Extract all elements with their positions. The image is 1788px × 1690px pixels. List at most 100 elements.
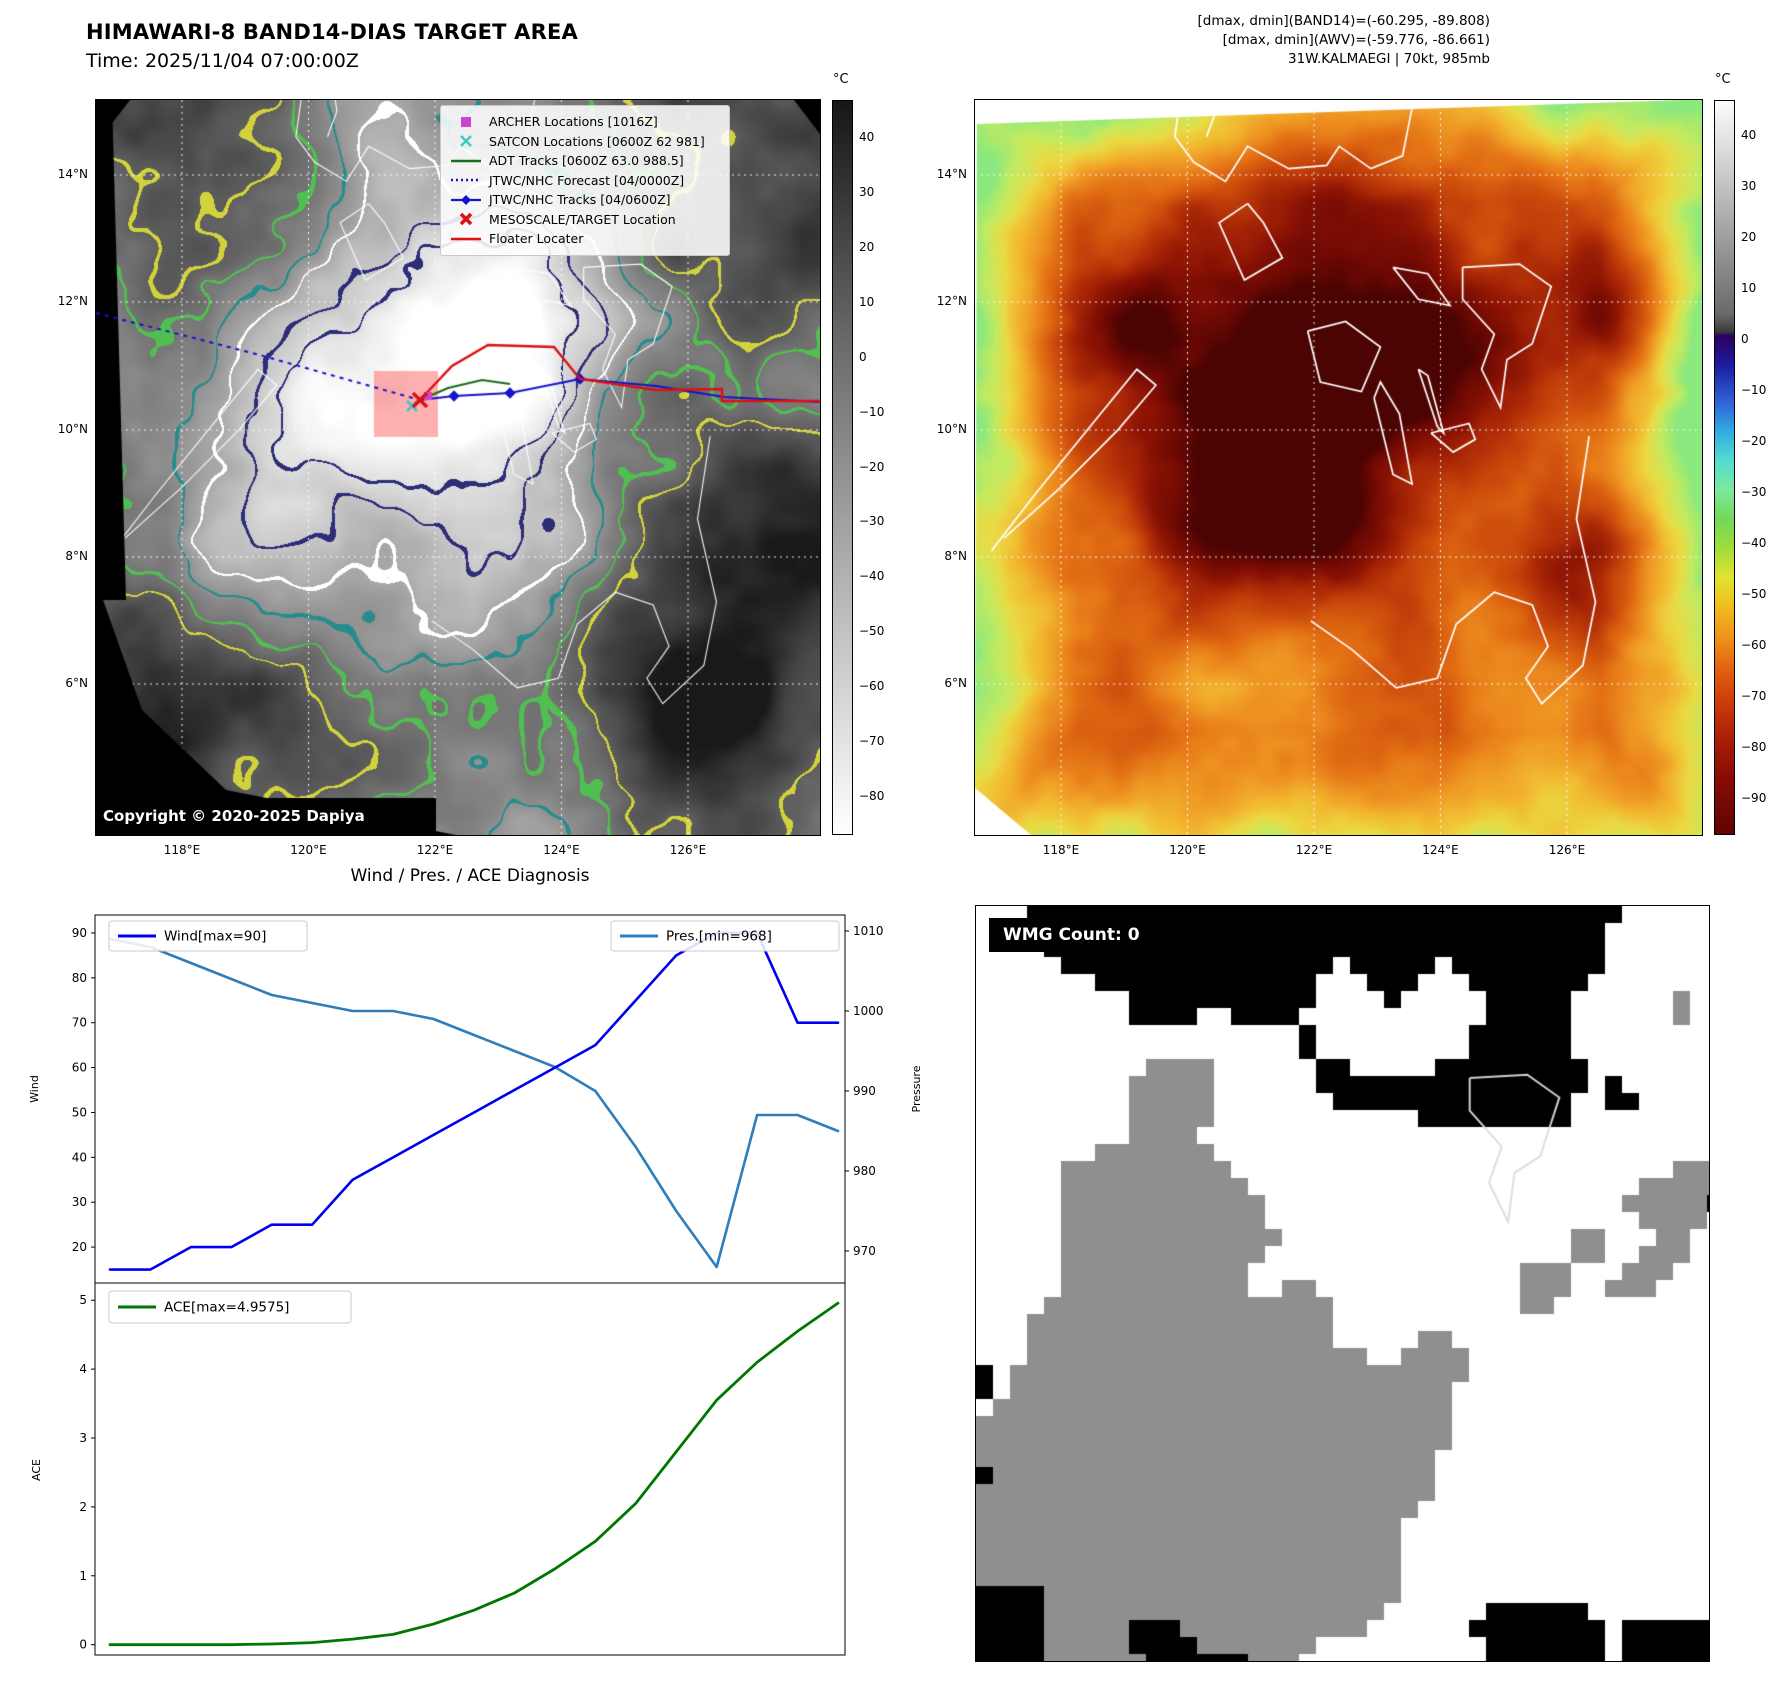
wind-legend-box [108, 920, 308, 952]
wmg-image [976, 906, 1709, 1661]
pressure-legend-label: Pres.[min=968] [666, 929, 772, 945]
legend-item-label: ARCHER Locations [1016Z] [489, 114, 658, 130]
annotation-band14-dmax-dmin: [dmax, dmin](BAND14)=(-60.295, -89.808) [1197, 13, 1490, 29]
colorbar-tick-label: −70 [859, 733, 885, 748]
diagnosis-charts: 20 30 40 50 60 70 80 90 970 980 990 1000 1010 0 1 2 3 4 5 W… [28, 914, 923, 1656]
pressure-tick-label: 1010 [853, 924, 884, 938]
wind-tick-label: 30 [72, 1195, 87, 1209]
y-tick-label: 10°N [936, 422, 967, 436]
legend-marker-icon [459, 212, 473, 226]
pressure-tick-label: 980 [853, 1164, 876, 1178]
awv-map-panel [974, 99, 1703, 836]
annotation-awv-dmax-dmin: [dmax, dmin](AWV)=(-59.776, -86.661) [1222, 32, 1490, 48]
x-tick-label: 126°E [669, 843, 707, 857]
colorbar-tick-label: −30 [859, 514, 885, 529]
wind-tick-label: 40 [72, 1150, 87, 1164]
legend-item: ARCHER Locations [1016Z] [449, 112, 721, 132]
colorbar-tick-label: 10 [1741, 280, 1757, 295]
colorbar-tick-label: −90 [1741, 791, 1767, 806]
pressure-tick-label: 1000 [853, 1004, 884, 1018]
wmg-panel: WMG Count: 0 [975, 905, 1710, 1662]
awv-satellite-image [975, 100, 1702, 835]
x-tick-label: 124°E [1422, 843, 1459, 857]
ace-tick-label: 4 [79, 1362, 87, 1376]
wind-tick-label: 80 [72, 971, 87, 985]
panel1-time-label: Time: 2025/11/04 07:00:00Z [86, 50, 359, 72]
ace-tick-label: 2 [79, 1500, 87, 1514]
band14-map-panel: ARCHER Locations [1016Z] SATCON Locations… [95, 99, 821, 836]
ace-series-line [108, 1301, 840, 1647]
x-tick-label: 122°E [416, 843, 454, 857]
pressure-legend-box [610, 920, 840, 952]
colorbar-tick-label: 40 [1741, 127, 1757, 142]
annotation-storm-id: 31W.KALMAEGI | 70kt, 985mb [1288, 51, 1490, 67]
legend-item-label: JTWC/NHC Tracks [04/0600Z] [489, 192, 671, 208]
legend-marker-icon [451, 159, 481, 163]
legend-item: ADT Tracks [0600Z 63.0 988.5] [449, 151, 721, 171]
legend-marker-icon [451, 179, 481, 182]
y-tick-label: 8°N [944, 549, 967, 563]
wmg-count-label: WMG Count: 0 [989, 918, 1154, 952]
y-tick-label: 8°N [65, 549, 88, 563]
wind-tick-label: 20 [72, 1240, 87, 1254]
y-tick-label: 12°N [936, 294, 967, 308]
legend-item: JTWC/NHC Forecast [04/0000Z] [449, 171, 721, 191]
ace-tick-label: 0 [79, 1638, 87, 1652]
colorbar-tick-label: −80 [859, 788, 885, 803]
ace-tick-label: 1 [79, 1569, 87, 1583]
colorbar-tick-label: −60 [1741, 638, 1767, 653]
y-tick-label: 12°N [57, 294, 88, 308]
wind-pressure-chart-frame [94, 914, 846, 1284]
legend-item: SATCON Locations [0600Z 62 981] [449, 132, 721, 152]
wind-tick-label: 60 [72, 1061, 87, 1075]
legend-item-label: Floater Locater [489, 231, 584, 247]
colorbar-tick-label: −80 [1741, 740, 1767, 755]
colorbar-unit-label: °C [1715, 72, 1731, 87]
colorbar-tick-label: −50 [1741, 587, 1767, 602]
legend-item-label: SATCON Locations [0600Z 62 981] [489, 133, 705, 149]
pressure-tick-label: 990 [853, 1084, 876, 1098]
colorbar-tick-label: −70 [1741, 689, 1767, 704]
awv-colorbar [1714, 100, 1735, 835]
colorbar-tick-label: −50 [859, 624, 885, 639]
colorbar-tick-label: −20 [859, 459, 885, 474]
legend-item: MESOSCALE/TARGET Location [449, 210, 721, 230]
copyright-label: Copyright © 2020-2025 Dapiya [103, 807, 365, 825]
diagnosis-chart-title: Wind / Pres. / ACE Diagnosis [350, 866, 590, 886]
x-tick-label: 122°E [1295, 843, 1333, 857]
colorbar-tick-label: −40 [1741, 536, 1767, 551]
legend-item: Floater Locater [449, 229, 721, 249]
legend-item-label: MESOSCALE/TARGET Location [489, 211, 676, 227]
legend-item-label: JTWC/NHC Forecast [04/0000Z] [489, 172, 685, 188]
ace-chart-frame [94, 1282, 846, 1656]
wind-tick-label: 70 [72, 1016, 87, 1030]
x-tick-label: 124°E [543, 843, 580, 857]
x-tick-label: 126°E [1548, 843, 1586, 857]
x-tick-label: 118°E [163, 843, 201, 857]
band14-colorbar [832, 100, 853, 835]
y-tick-label: 6°N [944, 676, 967, 690]
panel2-annotations: [dmax, dmin](BAND14)=(-60.295, -89.808) … [1198, 12, 1490, 69]
panel1-title: HIMAWARI-8 BAND14-DIAS TARGET AREA [86, 20, 578, 44]
colorbar-tick-label: 30 [859, 185, 875, 200]
colorbar-tick-label: 0 [859, 349, 867, 364]
legend-marker-icon [451, 237, 481, 241]
colorbar-tick-label: 20 [1741, 229, 1757, 244]
colorbar-tick-label: −20 [1741, 433, 1767, 448]
colorbar-unit-label: °C [833, 72, 849, 87]
y-tick-label: 10°N [57, 422, 88, 436]
colorbar-tick-label: 40 [859, 130, 875, 145]
wind-tick-label: 90 [72, 926, 87, 940]
colorbar-tick-label: 0 [1741, 331, 1749, 346]
map-legend: ARCHER Locations [1016Z] SATCON Locations… [440, 105, 730, 256]
x-tick-label: 120°E [1169, 843, 1206, 857]
pressure-tick-label: 970 [853, 1244, 876, 1258]
ace-tick-label: 5 [79, 1293, 87, 1307]
ace-legend-box [108, 1290, 352, 1324]
colorbar-tick-label: −10 [1741, 382, 1767, 397]
x-tick-label: 118°E [1042, 843, 1080, 857]
colorbar-tick-label: 30 [1741, 178, 1757, 193]
ace-legend-label: ACE[max=4.9575] [164, 1300, 289, 1316]
wind-legend-label: Wind[max=90] [164, 929, 266, 945]
